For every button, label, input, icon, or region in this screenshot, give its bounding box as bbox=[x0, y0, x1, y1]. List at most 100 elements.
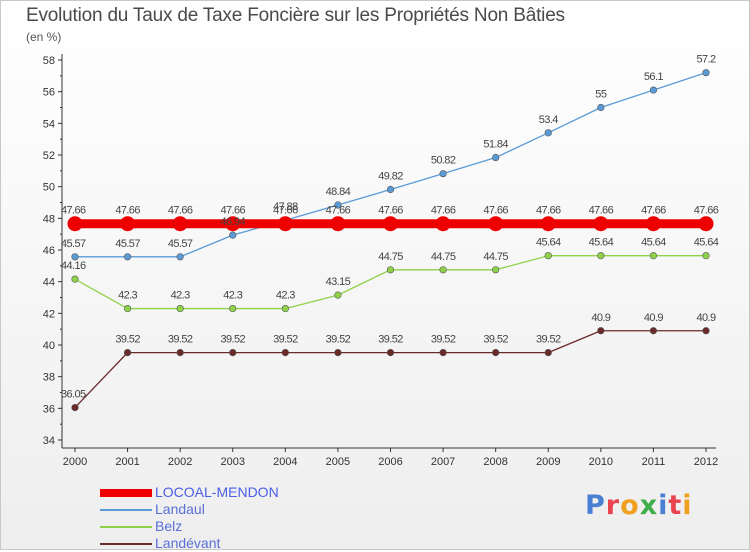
data-point bbox=[334, 349, 342, 357]
data-label: 39.52 bbox=[483, 334, 508, 346]
data-label: 47.66 bbox=[589, 205, 614, 217]
logo-letter: t bbox=[668, 490, 683, 521]
data-point bbox=[698, 216, 714, 232]
y-tick-label: 36 bbox=[43, 403, 55, 415]
data-label: 45.64 bbox=[589, 237, 614, 249]
x-tick-label: 2002 bbox=[168, 456, 192, 468]
data-label: 53.4 bbox=[539, 114, 558, 126]
logo-letter: i bbox=[682, 490, 693, 521]
y-tick-label: 58 bbox=[43, 55, 55, 67]
y-tick-label: 50 bbox=[43, 182, 55, 194]
data-label: 47.66 bbox=[273, 205, 298, 217]
data-point bbox=[439, 170, 447, 178]
data-point bbox=[277, 216, 293, 232]
x-tick-label: 2008 bbox=[483, 456, 507, 468]
x-tick-label: 2006 bbox=[378, 456, 402, 468]
data-label: 47.88 bbox=[273, 201, 298, 213]
data-point bbox=[229, 304, 237, 313]
data-label: 47.66 bbox=[431, 205, 456, 217]
series-line-2 bbox=[74, 255, 706, 310]
data-label: 39.52 bbox=[220, 334, 245, 346]
data-label: 47.66 bbox=[61, 205, 86, 217]
data-point bbox=[649, 327, 658, 335]
y-tick-label: 56 bbox=[43, 87, 55, 99]
data-label: 40.9 bbox=[591, 312, 610, 324]
data-point bbox=[383, 216, 398, 232]
data-label: 47.66 bbox=[641, 205, 666, 217]
data-point bbox=[229, 231, 237, 239]
data-point bbox=[593, 216, 609, 232]
logo-letter: i bbox=[658, 490, 669, 521]
data-point bbox=[334, 201, 342, 209]
data-label: 45.57 bbox=[61, 238, 86, 250]
legend-item: Landaul bbox=[100, 501, 279, 518]
data-point bbox=[330, 216, 346, 232]
data-label: 39.52 bbox=[536, 334, 561, 346]
legend-swatch bbox=[100, 488, 152, 497]
chart-legend: LOCOAL-MENDON Landaul Belz Landévant bbox=[100, 484, 279, 552]
y-tick-label: 42 bbox=[43, 308, 55, 320]
x-tick-label: 2001 bbox=[115, 456, 139, 468]
data-label: 45.57 bbox=[115, 238, 140, 250]
data-label: 57.2 bbox=[696, 54, 715, 66]
data-point bbox=[281, 304, 289, 313]
legend-label: Landaul bbox=[155, 501, 205, 517]
data-label: 40.9 bbox=[696, 312, 715, 324]
data-point bbox=[439, 266, 447, 274]
data-point bbox=[71, 275, 79, 283]
legend-item: LOCOAL-MENDON bbox=[100, 484, 279, 501]
y-tick-label: 48 bbox=[43, 213, 55, 225]
y-tick-label: 52 bbox=[43, 150, 55, 162]
x-tick-label: 2000 bbox=[63, 456, 87, 468]
data-point bbox=[123, 349, 132, 357]
data-point bbox=[540, 216, 556, 232]
x-tick-label: 2010 bbox=[589, 456, 613, 468]
legend-item: Landévant bbox=[100, 535, 279, 552]
data-point bbox=[172, 216, 188, 232]
data-label: 45.57 bbox=[168, 238, 193, 250]
data-label: 39.52 bbox=[115, 334, 140, 346]
data-label: 39.52 bbox=[273, 334, 298, 346]
data-point bbox=[597, 252, 605, 260]
data-label: 47.66 bbox=[115, 205, 140, 217]
data-label: 42.3 bbox=[118, 290, 137, 302]
data-point bbox=[176, 349, 184, 357]
data-point bbox=[597, 327, 605, 335]
y-tick-label: 34 bbox=[43, 435, 55, 447]
data-label: 42.3 bbox=[223, 290, 242, 302]
data-label: 47.66 bbox=[378, 205, 403, 217]
data-label: 45.64 bbox=[536, 237, 561, 249]
proxiti-logo: Proxiti bbox=[585, 490, 693, 521]
legend-label: Landévant bbox=[155, 535, 221, 551]
legend-swatch bbox=[100, 525, 152, 528]
x-tick-label: 2011 bbox=[642, 456, 666, 468]
data-point bbox=[176, 253, 184, 261]
data-label: 39.52 bbox=[168, 334, 193, 346]
data-label: 44.75 bbox=[483, 251, 508, 263]
data-point bbox=[597, 103, 605, 112]
data-point bbox=[281, 349, 289, 357]
data-point bbox=[176, 304, 184, 313]
data-point bbox=[492, 153, 500, 162]
x-tick-label: 2004 bbox=[273, 456, 297, 468]
data-point bbox=[386, 185, 395, 194]
data-point bbox=[123, 253, 132, 261]
logo-letter: r bbox=[605, 490, 621, 521]
data-label: 42.3 bbox=[276, 290, 295, 302]
legend-swatch bbox=[100, 508, 152, 511]
data-point bbox=[386, 266, 395, 274]
x-tick-label: 2005 bbox=[326, 456, 350, 468]
data-point bbox=[544, 349, 552, 357]
y-tick-label: 40 bbox=[43, 340, 55, 352]
data-label: 42.3 bbox=[171, 290, 190, 302]
x-tick-label: 2012 bbox=[694, 456, 718, 468]
data-label: 55 bbox=[595, 89, 607, 101]
data-label: 49.82 bbox=[378, 171, 403, 183]
y-tick-label: 46 bbox=[43, 245, 55, 257]
data-point bbox=[225, 216, 241, 232]
data-point bbox=[435, 216, 451, 232]
data-label: 48.84 bbox=[326, 186, 351, 198]
data-point bbox=[649, 252, 658, 260]
